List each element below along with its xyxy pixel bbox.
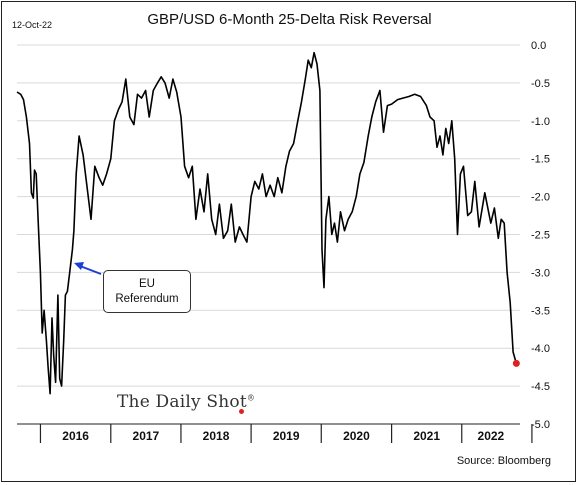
last-point-marker [512, 359, 520, 367]
annotation-arrow [79, 265, 102, 275]
x-tick-label: 2022 [478, 429, 505, 443]
y-tick-label: -5.0 [531, 419, 550, 431]
date-stamp: 12-Oct-22 [12, 20, 53, 30]
x-tick-label: 2020 [343, 429, 370, 443]
y-tick-label: -1.5 [531, 154, 550, 166]
y-tick-label: 0.0 [531, 40, 546, 52]
chart-title: GBP/USD 6-Month 25-Delta Risk Reversal [147, 11, 432, 28]
annotation-line-2: Referendum [115, 293, 179, 305]
source-note: Source: Bloomberg [456, 455, 551, 467]
x-tick-label: 2016 [62, 429, 89, 443]
x-tick-label: 2017 [133, 429, 160, 443]
y-tick-label: -2.5 [531, 230, 550, 242]
y-tick-label: -4.5 [531, 381, 550, 393]
y-tick-label: -2.0 [531, 192, 550, 204]
logo-red-dot [239, 409, 244, 414]
y-tick-label: -0.5 [531, 78, 550, 90]
annotation-arrow-head [74, 262, 84, 270]
x-tick-label: 2021 [413, 429, 440, 443]
annotation-line-1: EU [139, 278, 155, 290]
y-tick-label: -3.0 [531, 267, 550, 279]
daily-shot-logo: The Daily Shot® [117, 392, 256, 412]
y-tick-label: -3.5 [531, 305, 550, 317]
x-tick-label: 2019 [273, 429, 300, 443]
series-line [16, 51, 518, 395]
x-tick-label: 2018 [203, 429, 230, 443]
annotation-eu-referendum: EU Referendum [103, 270, 191, 313]
y-tick-label: -1.0 [531, 116, 550, 128]
y-tick-label: -4.0 [531, 343, 550, 355]
